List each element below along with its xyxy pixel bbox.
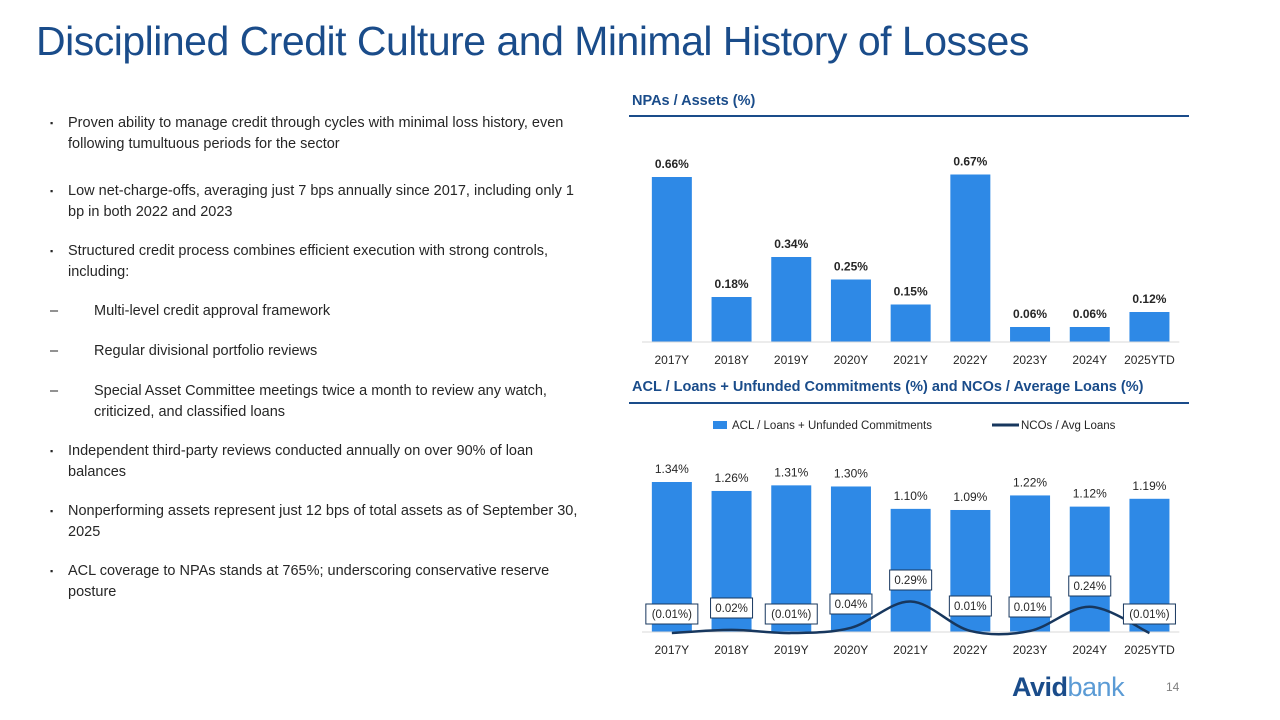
bullet-text: Independent third-party reviews conducte… [68,443,534,480]
legend-label-nco: NCOs / Avg Loans [1021,420,1116,432]
acl-data-label: 1.09% [953,490,987,504]
npa-chart-title: NPAs / Assets (%) [632,93,756,109]
npa-data-label: 0.34% [774,237,808,251]
npa-bar [950,174,991,342]
nco-data-label: 0.29% [894,575,927,587]
bullet-text: Multi-level credit approval framework [94,303,331,319]
npa-x-tick-label: 2025YTD [1124,353,1175,367]
bullet-text: Regular divisional portfolio reviews [94,343,318,359]
acl-chart-rule [629,402,1189,404]
bullet-marker: ▪ [50,446,54,456]
logo-part-bank: bank [1067,672,1125,702]
npa-bar [771,257,812,342]
nco-label-box [1008,596,1052,618]
logo-part-avid: Avid [1012,672,1068,702]
nco-label-box [710,597,754,619]
bullet-marker: ▪ [50,118,54,128]
acl-x-tick-label: 2024Y [1072,643,1107,657]
nco-label-box [645,603,699,625]
nco-data-label: 0.01% [954,601,987,613]
bullet-marker: ▪ [50,566,54,576]
acl-data-label: 1.12% [1073,487,1107,501]
npa-bar [830,279,871,342]
npa-chart-rule [629,115,1189,117]
nco-data-label: (0.01%) [771,609,811,621]
acl-data-label: 1.34% [655,462,689,476]
avidbank-logo: Avidbank [1012,672,1125,703]
nco-data-label: 0.01% [1014,602,1047,614]
acl-x-tick-label: 2025YTD [1124,643,1175,657]
bullet-text: Structured credit process combines effic… [68,243,549,280]
nco-label-box [889,569,933,591]
acl-x-tick-label: 2017Y [654,643,689,657]
acl-x-tick-label: 2019Y [774,643,809,657]
nco-data-label: (0.01%) [1129,609,1169,621]
npa-data-label: 0.66% [655,157,689,171]
npa-x-tick-label: 2019Y [774,353,809,367]
npa-bar [651,177,692,342]
npa-bar [1129,312,1170,342]
dash-marker: – [50,343,59,359]
nco-data-label: (0.01%) [652,609,692,621]
npa-bar [711,297,752,342]
nco-line [671,600,1150,636]
acl-data-label: 1.26% [715,471,749,485]
acl-x-tick-label: 2018Y [714,643,749,657]
npa-x-tick-label: 2020Y [834,353,869,367]
acl-x-tick-label: 2022Y [953,643,988,657]
npa-bar [1069,327,1110,342]
acl-bar [1069,506,1110,632]
page-title: Disciplined Credit Culture and Minimal H… [36,18,1029,64]
acl-x-tick-label: 2021Y [893,643,928,657]
acl-x-tick-label: 2023Y [1013,643,1048,657]
npa-x-tick-label: 2021Y [893,353,928,367]
bullet-marker: ▪ [50,506,54,516]
npa-data-label: 0.18% [715,277,749,291]
legend-label-acl: ACL / Loans + Unfunded Commitments [732,420,932,432]
npa-data-label: 0.06% [1073,307,1107,321]
acl-chart-title: ACL / Loans + Unfunded Commitments (%) a… [632,379,1144,395]
npa-x-tick-label: 2017Y [654,353,689,367]
acl-data-label: 1.30% [834,466,868,480]
nco-label-box [764,603,818,625]
page-number: 14 [1166,680,1180,694]
npa-bar [890,304,931,342]
bullet-text: Proven ability to manage credit through … [68,115,564,152]
bullet-text: Nonperforming assets represent just 12 b… [68,503,578,540]
npa-data-label: 0.25% [834,260,868,274]
legend-swatch-acl [713,421,727,429]
bullet-marker: ▪ [50,246,54,256]
nco-label-box [1122,603,1176,625]
bullet-marker: ▪ [50,186,54,196]
npa-x-tick-label: 2018Y [714,353,749,367]
npa-data-label: 0.06% [1013,307,1047,321]
acl-data-label: 1.10% [894,489,928,503]
acl-data-label: 1.31% [774,465,808,479]
dash-marker: – [50,383,59,399]
nco-data-label: 0.24% [1073,581,1106,593]
bullet-text: Low net-charge-offs, averaging just 7 bp… [68,183,574,220]
npa-x-tick-label: 2022Y [953,353,988,367]
npa-bar [1010,327,1051,342]
bullet-text: ACL coverage to NPAs stands at 765%; und… [68,563,550,600]
nco-data-label: 0.02% [715,603,748,615]
nco-label-box [1068,575,1112,597]
dash-marker: – [50,303,59,319]
npa-x-tick-label: 2024Y [1072,353,1107,367]
npa-x-tick-label: 2023Y [1013,353,1048,367]
acl-data-label: 1.19% [1132,479,1166,493]
acl-data-label: 1.22% [1013,475,1047,489]
npa-data-label: 0.67% [953,155,987,169]
nco-label-box [829,593,873,615]
npa-data-label: 0.12% [1132,292,1166,306]
acl-x-tick-label: 2020Y [834,643,869,657]
nco-label-box [948,595,992,617]
nco-data-label: 0.04% [835,599,868,611]
npa-data-label: 0.15% [894,285,928,299]
bullet-text: Special Asset Committee meetings twice a… [94,383,547,420]
